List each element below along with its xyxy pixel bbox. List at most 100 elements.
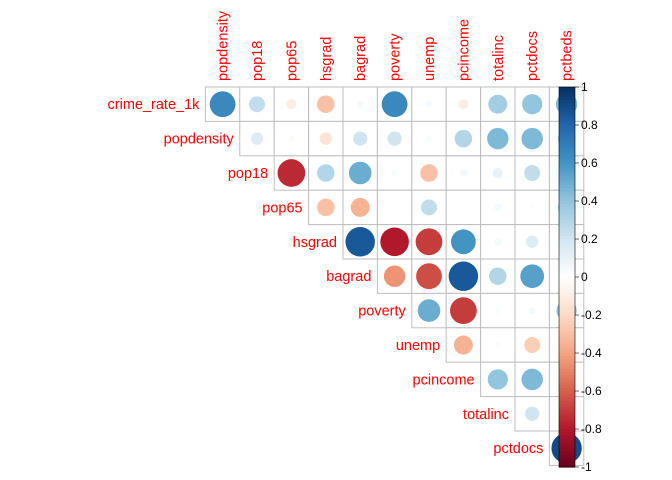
colorbar-segment <box>559 226 575 231</box>
colorbar-segment <box>559 327 575 332</box>
colorbar-segment <box>559 387 575 392</box>
corr-circle-poverty-pctdocs <box>528 307 536 315</box>
corr-circle-popdensity-bagrad <box>353 131 368 146</box>
colorbar-segment <box>559 150 575 155</box>
colorbar-segment <box>559 343 575 348</box>
colorbar-segment <box>559 422 575 427</box>
column-labels: popdensity pop18 pop65 hsgrad bagrad poverty u… <box>216 10 576 81</box>
corr-circle-popdensity-poverty <box>387 131 402 146</box>
colorbar-segment <box>559 292 575 297</box>
colorbar-tick-label: -0.2 <box>581 308 602 322</box>
colorbar-segment <box>559 140 575 145</box>
colorbar-segment <box>559 368 575 373</box>
row-label-pop65: pop65 <box>262 200 302 216</box>
row-label-unemp: unemp <box>396 338 440 354</box>
cell-crime_rate_1k-pcincome <box>445 86 482 122</box>
colorbar-segment <box>559 302 575 307</box>
corr-circle-unemp-pctdocs <box>524 337 541 353</box>
corr-circle-crime_rate_1k-pop65 <box>286 99 297 110</box>
corr-circle-hsgrad-bagrad <box>345 227 375 257</box>
colorbar-segment <box>559 384 575 389</box>
colorbar-segment <box>559 159 575 164</box>
colorbar-segment <box>559 182 575 186</box>
colorbar-segment <box>559 264 575 269</box>
colorbar-segment <box>559 334 575 338</box>
colorbar-segment <box>559 207 575 212</box>
corr-circle-poverty-pcincome <box>450 297 477 324</box>
colorbar-tick-label: -0.6 <box>581 384 602 398</box>
colorbar-segment <box>559 185 575 189</box>
colorbar-tick-label: 0.6 <box>581 156 598 170</box>
corr-circle-bagrad-totalinc <box>489 267 507 285</box>
col-label-pctbeds: pctbeds <box>560 30 576 81</box>
correlation-circles <box>209 91 582 464</box>
col-label-pcincome: pcincome <box>456 19 472 81</box>
corr-circle-pcincome-totalinc <box>487 369 508 390</box>
colorbar-segment <box>559 156 575 161</box>
corr-circle-hsgrad-pctdocs <box>526 235 539 248</box>
row-label-hsgrad: hsgrad <box>293 235 337 251</box>
colorbar-segment <box>559 289 575 294</box>
corr-circle-pop18-totalinc <box>492 167 503 179</box>
corr-circle-crime_rate_1k-pop18 <box>249 96 265 113</box>
colorbar-segment <box>559 425 575 430</box>
corr-circle-hsgrad-poverty <box>380 227 409 257</box>
col-label-unemp: unemp <box>422 37 438 81</box>
corr-circle-hsgrad-totalinc <box>494 238 502 246</box>
colorbar-segment <box>559 353 575 357</box>
colorbar-segment <box>559 223 575 227</box>
corr-circle-pop18-hsgrad <box>317 164 335 182</box>
colorbar-segment <box>559 147 575 151</box>
colorbar-segment <box>559 299 575 303</box>
colorbar-segment <box>559 248 575 253</box>
colorbar-segment <box>559 267 575 272</box>
corr-circle-crime_rate_1k-bagrad <box>356 100 364 108</box>
colorbar-segment <box>559 308 575 313</box>
corr-circle-crime_rate_1k-pctdocs <box>522 94 543 115</box>
colorbar-segment <box>559 435 575 440</box>
colorbar-segment <box>559 166 575 170</box>
colorbar-tick-label: -1 <box>581 460 592 474</box>
colorbar-segment <box>559 144 575 148</box>
row-label-totalinc: totalinc <box>463 407 509 423</box>
corr-circle-popdensity-unemp <box>426 135 432 142</box>
corr-circle-poverty-unemp <box>417 299 441 322</box>
colorbar-segment <box>559 416 575 421</box>
colorbar-segment <box>559 321 575 326</box>
corr-circle-popdensity-totalinc <box>487 127 509 150</box>
colorbar-segment <box>559 153 575 158</box>
colorbar-segment <box>559 356 575 360</box>
colorbar-segment <box>559 210 575 215</box>
corr-circle-bagrad-pctdocs <box>520 264 545 289</box>
corr-circle-crime_rate_1k-popdensity <box>209 91 236 118</box>
row-label-pop18: pop18 <box>228 166 268 182</box>
colorbar-segment <box>559 115 575 120</box>
colorbar-segment <box>559 444 575 449</box>
col-label-pop65: pop65 <box>284 41 300 81</box>
colorbar-segment <box>559 121 575 126</box>
colorbar-segment <box>559 106 575 110</box>
colorbar-segment <box>559 451 575 455</box>
colorbar-segment <box>559 102 575 107</box>
colorbar-segment <box>559 232 575 237</box>
corr-circle-popdensity-hsgrad <box>319 132 332 145</box>
colorbar-segment <box>559 406 575 411</box>
colorbar-tick-label: 1 <box>581 80 588 94</box>
corr-circle-pop65-totalinc <box>494 203 502 211</box>
colorbar-segment <box>559 118 575 123</box>
corr-circle-crime_rate_1k-poverty <box>381 91 408 118</box>
colorbar-segment <box>559 254 575 259</box>
cell-pop65-poverty <box>376 189 413 226</box>
corr-circle-hsgrad-unemp <box>415 228 443 256</box>
corr-circle-crime_rate_1k-totalinc <box>488 94 508 114</box>
colorbar-segment <box>559 201 575 205</box>
colorbar-segment <box>559 280 575 284</box>
colorbar-segment <box>559 296 575 300</box>
row-label-popdensity: popdensity <box>164 132 235 148</box>
colorbar-segment <box>559 391 575 395</box>
colorbar-segment <box>559 419 575 424</box>
colorbar-segment <box>559 400 575 405</box>
colorbar-segment <box>559 324 575 329</box>
colorbar-segment <box>559 125 575 129</box>
colorbar-segment <box>559 261 575 265</box>
